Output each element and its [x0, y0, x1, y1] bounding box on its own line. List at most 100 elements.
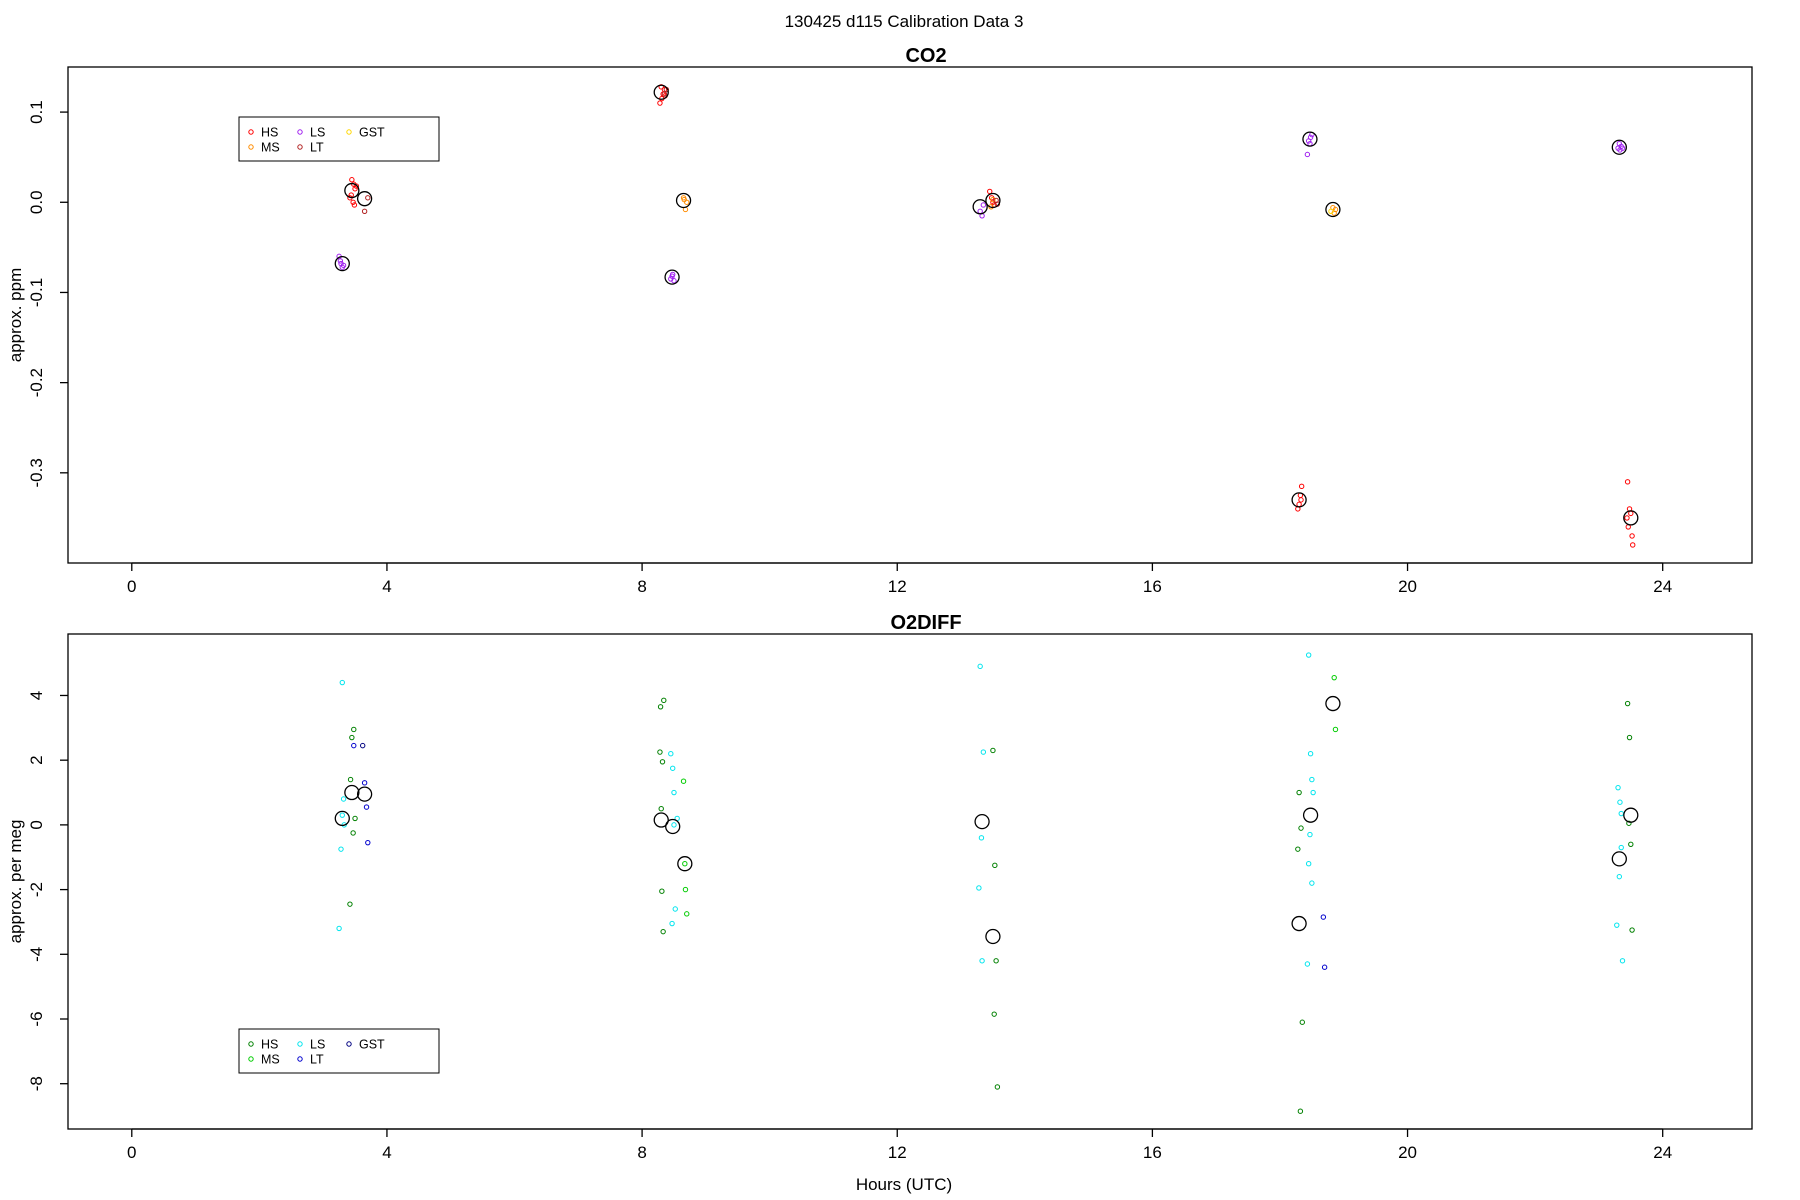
data-point-hs: [1626, 734, 1633, 741]
mean-point: [985, 192, 1001, 209]
series-hs: [347, 84, 1636, 548]
data-point-hs: [349, 734, 355, 741]
legend-label-ms: MS: [261, 1053, 280, 1067]
data-point-hs: [994, 1084, 1001, 1090]
data-point-hs: [349, 177, 355, 183]
data-point-hs: [351, 202, 358, 208]
data-point-lt: [361, 780, 368, 786]
data-point-ls: [1305, 652, 1312, 658]
mean-point: [1291, 915, 1307, 932]
data-point-ls: [340, 262, 347, 269]
chart-title: O2DIFF: [890, 612, 961, 634]
data-point-hs: [1624, 479, 1631, 485]
data-point-ls: [980, 202, 987, 208]
data-point-hs: [350, 830, 356, 836]
data-point-lt: [363, 804, 370, 810]
data-point-lt: [661, 91, 668, 97]
mean-point: [653, 812, 669, 828]
data-point-ls: [1310, 789, 1316, 796]
data-point-ls: [1307, 134, 1314, 141]
data-point-ls: [980, 749, 987, 755]
data-point-hs: [1296, 501, 1302, 508]
data-point-hs: [1628, 510, 1634, 517]
y-tick-label: -0.3: [27, 458, 46, 487]
mean-point: [677, 856, 693, 872]
legend: HS LS GST MS LT: [238, 116, 440, 162]
mean-point: [1302, 807, 1319, 823]
data-point-ls: [1304, 151, 1311, 158]
y-tick-label: 0: [27, 820, 46, 829]
legend-label-ls: LS: [310, 126, 325, 140]
chart-title: CO2: [905, 45, 946, 67]
data-point-ls: [978, 835, 985, 841]
x-tick-label: 4: [382, 577, 391, 596]
page-title: 130425 d115 Calibration Data 3: [785, 12, 1024, 31]
data-point-hs: [350, 199, 356, 205]
series-ms: [680, 674, 1339, 917]
y-tick-label: -0.1: [27, 278, 46, 307]
data-point-ms: [680, 778, 687, 784]
data-point-ms: [682, 861, 688, 867]
mean-point: [1611, 139, 1627, 155]
data-point-ms: [1332, 726, 1339, 733]
data-point-ms: [1331, 674, 1337, 681]
data-point-hs: [1299, 1019, 1305, 1025]
series-mean: [334, 695, 1639, 945]
data-point-ls: [976, 885, 982, 891]
series-mean: [334, 84, 1639, 526]
data-point-ls: [671, 822, 677, 828]
data-point-hs: [352, 186, 358, 192]
legend: HS LS GST MS LT: [238, 1028, 440, 1074]
data-point-ls: [1307, 751, 1314, 757]
x-tick-label: 16: [1143, 577, 1162, 596]
x-tick-label: 24: [1653, 577, 1672, 596]
legend-marker-ls: [297, 129, 303, 135]
data-point-hs: [1629, 927, 1635, 933]
legend-marker-gst: [346, 129, 352, 135]
x-tick-label: 8: [637, 577, 646, 596]
data-point-ls: [1616, 140, 1623, 147]
mean-point: [1611, 851, 1627, 867]
x-tick-label: 24: [1653, 1143, 1672, 1162]
legend-label-gst: GST: [359, 126, 385, 140]
data-point-ls: [1304, 961, 1311, 967]
chart-panel-co2: CO2 approx. ppm 0 4 8 12 16 20 24 -0.3 -0.2 -0.1 0.0…: [6, 45, 1753, 596]
legend-label-lt: LT: [310, 141, 324, 155]
data-point-hs: [657, 100, 663, 106]
mean-point: [1623, 510, 1639, 526]
y-tick-label: 0.0: [27, 190, 46, 214]
legend-label-gst: GST: [359, 1038, 385, 1052]
data-point-hs: [993, 958, 999, 964]
y-tick-label: 0.1: [27, 100, 46, 124]
data-point-ms: [681, 196, 687, 203]
data-point-ls: [1618, 810, 1624, 817]
data-point-hs: [660, 928, 666, 935]
data-point-ls: [1615, 784, 1621, 791]
x-tick-label: 8: [637, 1143, 646, 1162]
legend-label-hs: HS: [261, 1038, 278, 1052]
y-tick-label: -4: [27, 947, 46, 962]
legend-marker-ms: [248, 1056, 254, 1062]
mean-point: [344, 182, 360, 199]
data-point-ms: [1332, 206, 1339, 213]
y-tick-label: -0.2: [27, 368, 46, 397]
data-point-hs: [1624, 700, 1631, 707]
data-point-hs: [347, 776, 354, 783]
mean-point: [334, 255, 350, 272]
data-point-ls: [1619, 958, 1626, 964]
data-point-lt: [1320, 914, 1327, 920]
data-point-hs: [1629, 533, 1635, 539]
x-tick-label: 12: [888, 1143, 907, 1162]
legend-marker-gst: [346, 1041, 352, 1047]
series-ls: [336, 652, 1626, 967]
legend-marker-lt: [297, 144, 303, 150]
mean-point: [974, 813, 990, 830]
data-point-hs: [1628, 841, 1634, 847]
data-point-lt: [361, 208, 368, 214]
data-point-ls: [1307, 831, 1313, 838]
series-ms: [680, 195, 1339, 216]
data-point-hs: [1298, 497, 1304, 503]
data-point-hs: [987, 188, 993, 195]
data-point-ls: [1305, 861, 1312, 867]
